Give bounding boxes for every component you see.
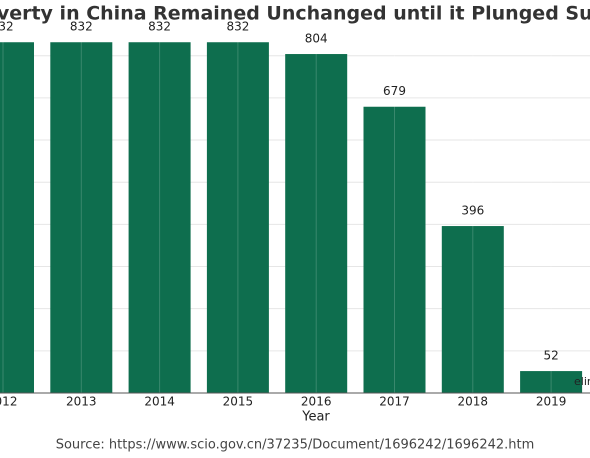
bar [0, 42, 34, 394]
data-label: 832 [226, 20, 249, 34]
bar [285, 54, 348, 394]
source-note: Source: https://www.scio.gov.cn/37235/Do… [56, 438, 535, 453]
x-tick-label: 2016 [301, 395, 332, 409]
data-label: 832 [148, 20, 171, 34]
data-label: 804 [305, 32, 328, 46]
data-label: 832 [70, 20, 93, 34]
x-tick-label: 2013 [66, 395, 97, 409]
x-tick-label: 2019 [536, 395, 567, 409]
data-label: 52 [543, 349, 558, 363]
data-label: 396 [461, 204, 484, 218]
bar [206, 42, 269, 394]
x-tick-label: 2014 [144, 395, 175, 409]
bar [441, 226, 504, 393]
x-tick-label: 2017 [379, 395, 410, 409]
annotation: elim [574, 375, 590, 388]
x-tick-label: 012 [0, 395, 17, 409]
bar [520, 371, 583, 393]
x-axis-label: Year [301, 410, 330, 425]
bar [50, 42, 113, 394]
x-tick-label: 2018 [458, 395, 489, 409]
data-label: 32 [0, 20, 14, 34]
bar [128, 42, 191, 394]
chart-title: overty in China Remained Unchanged until… [0, 3, 590, 25]
x-tick-label: 2015 [223, 395, 254, 409]
data-label: 679 [383, 84, 406, 98]
bar [363, 106, 426, 393]
